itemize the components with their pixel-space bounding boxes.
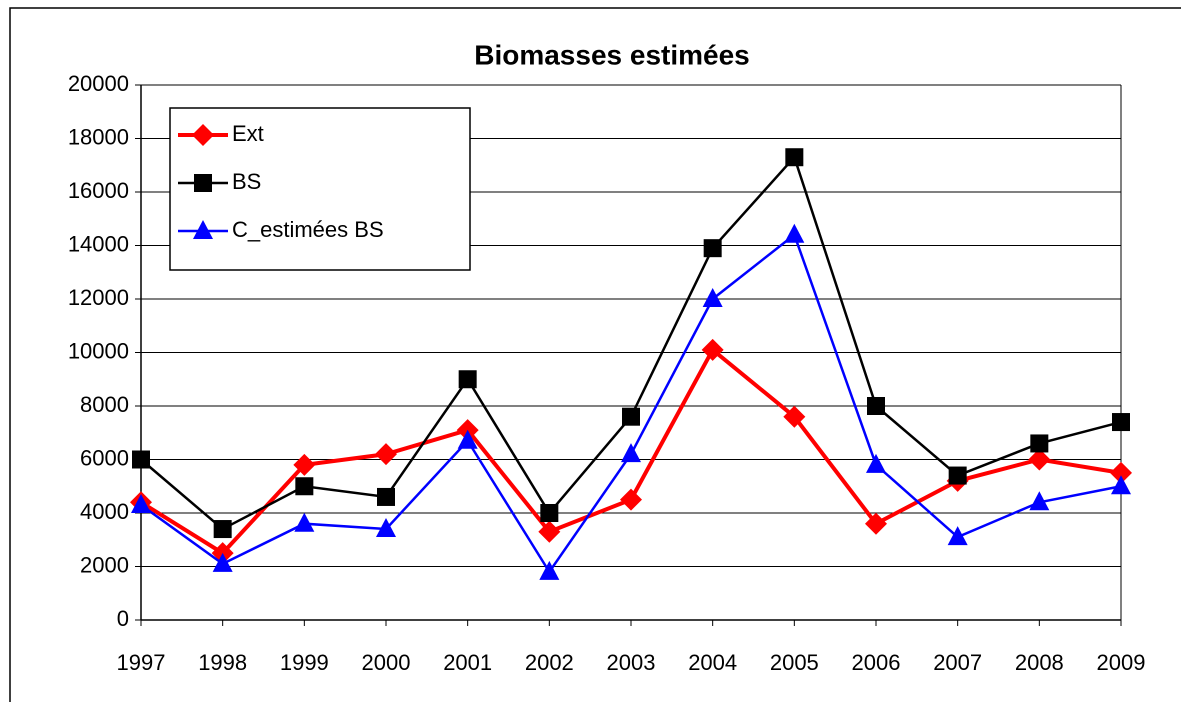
point bbox=[131, 493, 151, 513]
chart-title: Biomasses estimées bbox=[474, 39, 750, 70]
point bbox=[295, 477, 314, 496]
y-tick-label: 16000 bbox=[68, 178, 129, 203]
y-tick-label: 6000 bbox=[80, 445, 129, 470]
point bbox=[212, 552, 233, 572]
point bbox=[783, 405, 806, 428]
x-tick-label: 1997 bbox=[117, 650, 166, 675]
legend-box bbox=[169, 107, 471, 271]
y-tick-label: 18000 bbox=[68, 124, 129, 149]
point bbox=[620, 488, 642, 511]
point bbox=[1028, 448, 1051, 471]
x-tick-label: 2005 bbox=[770, 650, 819, 675]
y-tick-label: 14000 bbox=[68, 231, 129, 256]
point bbox=[192, 124, 214, 146]
y-tick-label: 20000 bbox=[68, 71, 129, 96]
point bbox=[538, 520, 561, 543]
point bbox=[375, 443, 397, 466]
y-tick-label: 12000 bbox=[68, 285, 129, 310]
x-tick-label: 1998 bbox=[198, 650, 247, 675]
point bbox=[213, 520, 232, 539]
point bbox=[1029, 491, 1050, 511]
point bbox=[701, 338, 724, 361]
point bbox=[1110, 461, 1132, 484]
point bbox=[457, 429, 478, 449]
point bbox=[458, 370, 477, 389]
y-tick-label: 2000 bbox=[80, 552, 129, 577]
point bbox=[1112, 413, 1130, 432]
y-tick-label: 4000 bbox=[80, 499, 129, 524]
point bbox=[867, 397, 885, 415]
point bbox=[947, 526, 968, 546]
point bbox=[948, 466, 967, 485]
point bbox=[1030, 434, 1049, 453]
y-tick-label: 8000 bbox=[80, 392, 129, 417]
point bbox=[194, 174, 212, 192]
point bbox=[785, 148, 804, 167]
x-tick-label: 2000 bbox=[362, 650, 411, 675]
point bbox=[539, 560, 560, 580]
point bbox=[865, 512, 887, 535]
point bbox=[784, 223, 805, 243]
point bbox=[1111, 475, 1131, 495]
point bbox=[132, 450, 150, 469]
point bbox=[294, 512, 315, 532]
x-tick-label: 1999 bbox=[280, 650, 329, 675]
point bbox=[540, 504, 559, 522]
point bbox=[377, 487, 395, 506]
x-tick-label: 2003 bbox=[607, 650, 656, 675]
x-tick-label: 2008 bbox=[1015, 650, 1064, 675]
point bbox=[622, 407, 640, 426]
y-tick-label: 10000 bbox=[68, 338, 129, 363]
point bbox=[621, 443, 641, 463]
point bbox=[702, 288, 723, 307]
x-tick-label: 2009 bbox=[1097, 650, 1146, 675]
x-tick-label: 2006 bbox=[852, 650, 901, 675]
legend-label: C_estimées BS bbox=[232, 217, 384, 242]
legend-label: Ext bbox=[232, 121, 264, 146]
x-tick-label: 2002 bbox=[525, 650, 574, 675]
point bbox=[293, 453, 316, 476]
x-tick-label: 2004 bbox=[688, 650, 737, 675]
point bbox=[866, 453, 886, 473]
point bbox=[193, 220, 213, 239]
y-tick-label: 0 bbox=[117, 606, 129, 631]
x-tick-label: 2007 bbox=[933, 650, 982, 675]
point bbox=[376, 518, 396, 538]
x-tick-label: 2001 bbox=[443, 650, 492, 675]
point bbox=[703, 239, 722, 258]
legend-label: BS bbox=[232, 169, 261, 194]
